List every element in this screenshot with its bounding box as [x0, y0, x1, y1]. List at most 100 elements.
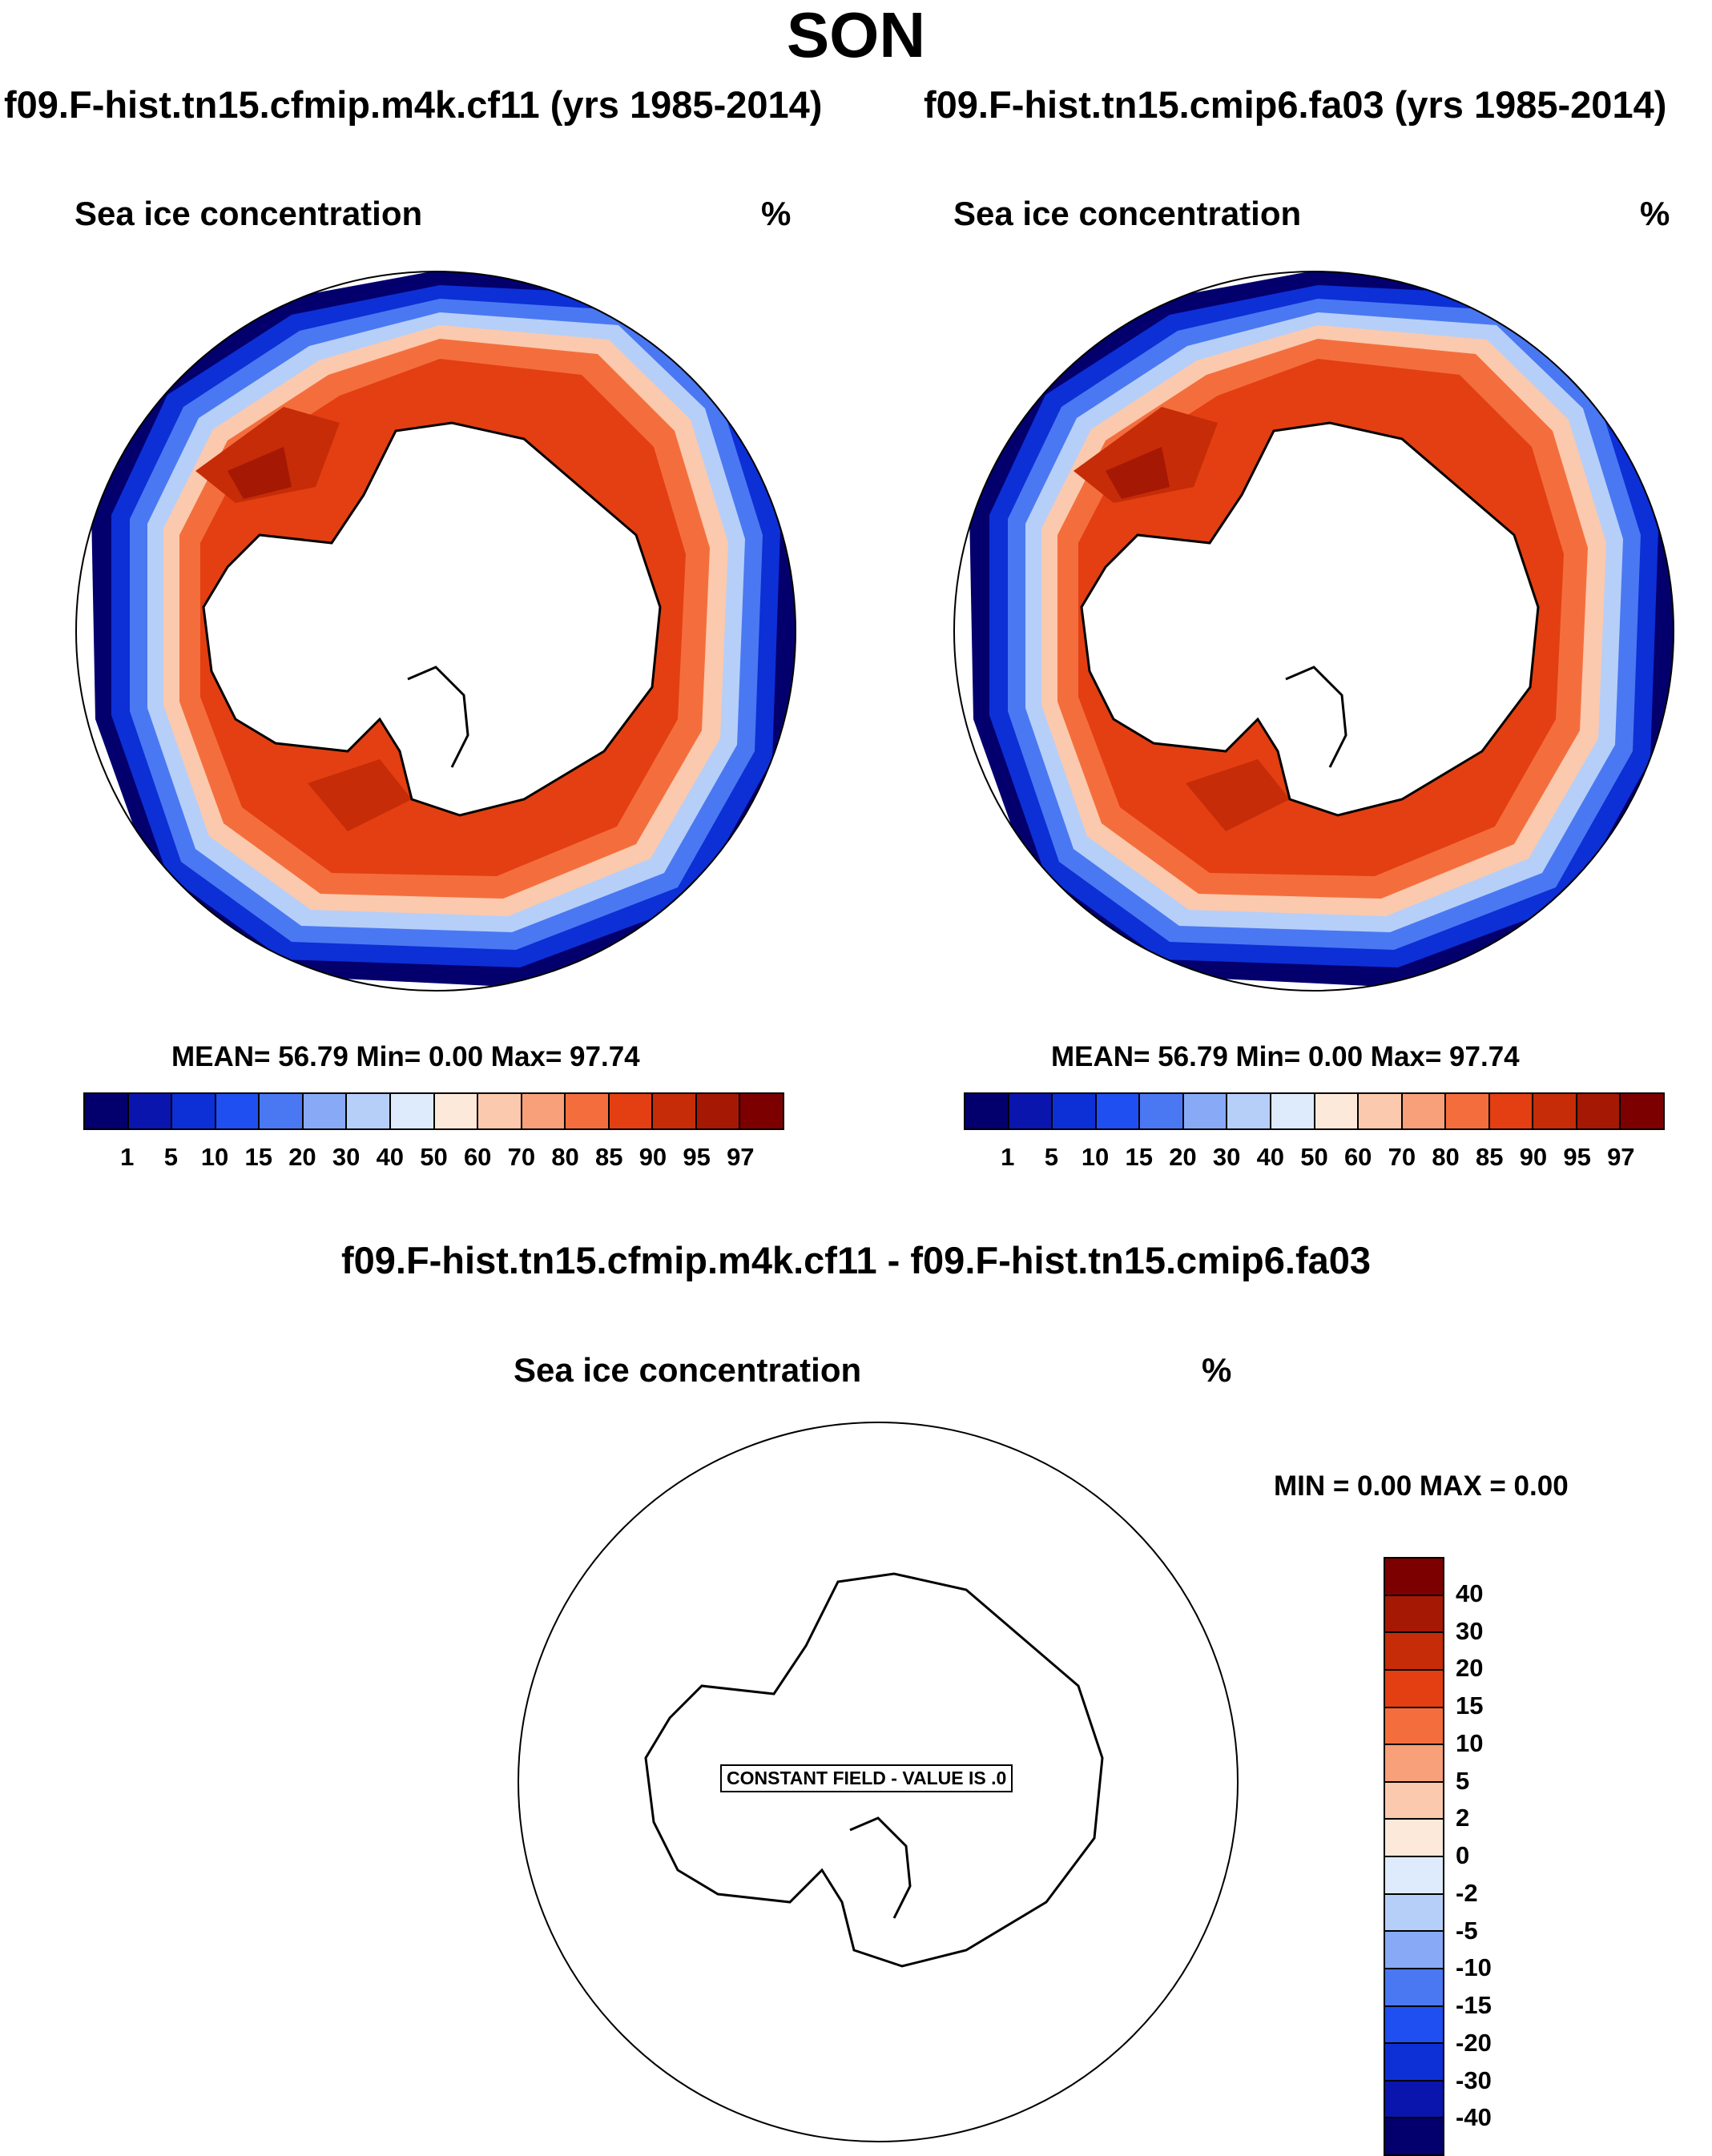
panel2-colorbar-swatch-8	[1315, 1094, 1360, 1128]
panel1-colorbar-swatch-0	[85, 1094, 129, 1128]
diff-colorbar-swatch-11	[1385, 1969, 1443, 2007]
panel2-colorbar-tick-label: 97	[1607, 1143, 1635, 1171]
panel2-colorbar-tick-label: 10	[1081, 1143, 1110, 1171]
diff-colorbar-tick-label: -2	[1456, 1878, 1478, 1907]
panel2-units-label: %	[1640, 195, 1670, 232]
diff-colorbar-tick-label: 5	[1456, 1766, 1470, 1795]
figure-title: SON	[786, 0, 926, 70]
panel2-colorbar-tick-label: 80	[1432, 1143, 1460, 1171]
panel1-colorbar-tick-label: 10	[200, 1143, 229, 1171]
diff-colorbar-tick-label: -10	[1456, 1953, 1492, 1982]
panel2-colorbar-swatch-10	[1402, 1094, 1447, 1128]
panel1-colorbar-swatch-9	[478, 1094, 522, 1128]
panel2-colorbar-tick-label: 60	[1343, 1143, 1372, 1171]
panel1-colorbar-swatch-5	[303, 1094, 348, 1128]
diff-colorbar-swatch-13	[1385, 2044, 1443, 2082]
panel2-colorbar-swatch-3	[1096, 1094, 1141, 1128]
diff-colorbar-swatch-15	[1385, 2118, 1443, 2154]
panel1-colorbar-swatch-8	[434, 1094, 479, 1128]
panel2-colorbar-swatch-1	[1009, 1094, 1053, 1128]
panel2-variable-label: Sea ice concentration	[953, 195, 1302, 232]
panel1-colorbar-swatch-1	[128, 1094, 173, 1128]
diff-minmax: MIN = 0.00 MAX = 0.00	[1274, 1470, 1569, 1502]
panel2-colorbar-swatch-13	[1533, 1094, 1577, 1128]
ice-band-97-west	[228, 447, 292, 499]
diff-colorbar-tick-label: -30	[1456, 2065, 1492, 2094]
diff-colorbar-swatch-10	[1385, 1932, 1443, 1969]
panel1-run-title: f09.F-hist.tn15.cfmip.m4k.cf11 (yrs 1985…	[4, 83, 823, 126]
panel2-colorbar-tick-label: 50	[1300, 1143, 1328, 1171]
panel1-map	[75, 271, 796, 992]
panel1-units-label: %	[761, 195, 792, 232]
diff-colorbar	[1384, 1557, 1444, 2156]
panel2-run-title: f09.F-hist.tn15.cmip6.fa03 (yrs 1985-201…	[924, 83, 1667, 126]
panel1-colorbar-tick-label: 1	[120, 1143, 135, 1171]
panel1-colorbar-tick-label: 30	[332, 1143, 361, 1171]
diff-colorbar-swatch-8	[1385, 1857, 1443, 1895]
ross-ice-shelf-outline	[1285, 666, 1347, 768]
diff-colorbar-tick-label: -20	[1456, 2028, 1492, 2057]
diff-colorbar-swatch-3	[1385, 1670, 1443, 1708]
panel1-colorbar-swatch-15	[740, 1094, 783, 1128]
panel1-colorbar-swatch-7	[390, 1094, 435, 1128]
diff-units-label: %	[1202, 1351, 1232, 1389]
panel2-colorbar-tick-label: 5	[1044, 1143, 1058, 1171]
difference-title: f09.F-hist.tn15.cfmip.m4k.cf11 - f09.F-h…	[340, 1239, 1372, 1281]
panel1-colorbar-tick-label: 5	[163, 1143, 178, 1171]
panel1-colorbar-tick-label: 85	[595, 1143, 623, 1171]
panel2-colorbar-swatch-11	[1446, 1094, 1490, 1128]
diff-colorbar-swatch-6	[1385, 1782, 1443, 1820]
diff-colorbar-swatch-9	[1385, 1894, 1443, 1933]
diff-colorbar-tick-label: -15	[1456, 1991, 1492, 2019]
panel1-colorbar-swatch-14	[696, 1094, 741, 1128]
diff-colorbar-swatch-1	[1385, 1595, 1443, 1634]
panel2-colorbar-tick-label: 85	[1476, 1143, 1504, 1171]
panel2-map	[953, 271, 1674, 992]
diff-colorbar-tick-label: 2	[1456, 1804, 1470, 1832]
panel1-colorbar	[83, 1092, 784, 1130]
panel2-colorbar-tick-label: 30	[1212, 1143, 1241, 1171]
panel2-colorbar-tick-label: 70	[1388, 1143, 1416, 1171]
panel1-colorbar-swatch-6	[347, 1094, 391, 1128]
panel1-colorbar-swatch-12	[609, 1094, 654, 1128]
panel1-stats: MEAN= 56.79 Min= 0.00 Max= 97.74	[171, 1041, 640, 1072]
diff-colorbar-swatch-0	[1385, 1559, 1443, 1596]
panel2-colorbar-swatch-14	[1577, 1094, 1621, 1128]
ice-band-97-west	[1106, 447, 1170, 499]
antarctica-land	[1080, 421, 1540, 817]
panel1-colorbar-tick-label: 15	[244, 1143, 272, 1171]
panel2-stats: MEAN= 56.79 Min= 0.00 Max= 97.74	[1051, 1041, 1520, 1072]
diff-colorbar-swatch-14	[1385, 2081, 1443, 2119]
panel1-variable-label: Sea ice concentration	[75, 195, 423, 232]
panel2-colorbar	[964, 1092, 1665, 1130]
diff-colorbar-tick-label: -40	[1456, 2103, 1492, 2132]
panel2-colorbar-swatch-7	[1271, 1094, 1315, 1128]
panel2-colorbar-swatch-5	[1183, 1094, 1228, 1128]
ice-band-95-south	[1186, 759, 1290, 831]
panel1-colorbar-tick-label: 40	[376, 1143, 405, 1171]
diff-colorbar-tick-label: 40	[1456, 1579, 1484, 1607]
panel1-colorbar-swatch-2	[172, 1094, 216, 1128]
panel1-colorbar-tick-label: 60	[463, 1143, 492, 1171]
diff-colorbar-tick-label: 20	[1456, 1654, 1484, 1683]
panel2-colorbar-swatch-4	[1140, 1094, 1184, 1128]
panel1-colorbar-swatch-13	[653, 1094, 697, 1128]
panel2-colorbar-swatch-0	[965, 1094, 1009, 1128]
ross-ice-shelf-outline	[849, 1816, 912, 1919]
panel1-colorbar-tick-label: 90	[638, 1143, 667, 1171]
ice-band-95-south	[308, 759, 412, 831]
panel2-colorbar-swatch-15	[1621, 1094, 1663, 1128]
panel2-colorbar-tick-label: 20	[1169, 1143, 1197, 1171]
panel1-colorbar-swatch-10	[522, 1094, 566, 1128]
panel2-colorbar-tick-label: 90	[1519, 1143, 1548, 1171]
diff-variable-label: Sea ice concentration	[514, 1351, 862, 1389]
diff-colorbar-tick-label: 15	[1456, 1691, 1484, 1720]
diff-colorbar-tick-label: 30	[1456, 1616, 1484, 1645]
panel1-colorbar-tick-label: 20	[288, 1143, 316, 1171]
diff-colorbar-swatch-12	[1385, 2006, 1443, 2045]
diff-colorbar-tick-label: 0	[1456, 1841, 1470, 1869]
panel1-colorbar-tick-label: 95	[683, 1143, 711, 1171]
diff-colorbar-swatch-2	[1385, 1633, 1443, 1671]
panel2-colorbar-swatch-12	[1489, 1094, 1534, 1128]
panel1-colorbar-tick-label: 97	[727, 1143, 755, 1171]
